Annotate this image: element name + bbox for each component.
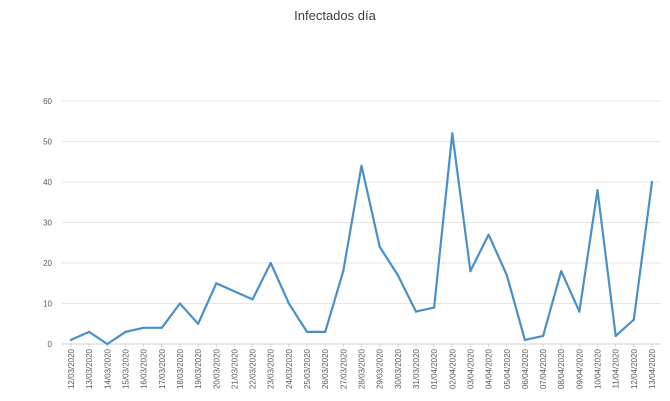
y-tick-label: 10 [43, 300, 52, 309]
x-tick-label: 12/04/2020 [630, 348, 639, 389]
data-point [287, 302, 290, 305]
x-tick-label: 27/03/2020 [339, 348, 348, 389]
data-point [614, 334, 617, 337]
y-tick-label: 0 [48, 340, 53, 349]
data-point [360, 164, 363, 167]
data-point [541, 334, 545, 337]
gridlines [62, 100, 661, 345]
data-point [596, 189, 599, 192]
x-tick-label: 06/04/2020 [521, 348, 530, 389]
x-tick-label: 30/03/2020 [394, 348, 403, 389]
data-point [69, 338, 73, 342]
x-tick-label: 04/04/2020 [485, 348, 494, 389]
y-axis-ticks: 0 10 20 30 40 50 60 [43, 97, 52, 349]
x-tick-label: 02/04/2020 [448, 348, 457, 389]
data-point [560, 270, 563, 273]
x-tick-label: 03/04/2020 [466, 348, 475, 389]
chart-title: Infectados día [294, 8, 376, 23]
x-tick-label: 13/04/2020 [648, 348, 657, 389]
x-tick-label: 23/03/2020 [267, 348, 276, 389]
data-point [451, 132, 454, 135]
data-point [88, 330, 91, 333]
x-tick-label: 17/03/2020 [158, 348, 167, 389]
x-tick-label: 12/03/2020 [67, 348, 76, 389]
x-tick-label: 19/03/2020 [194, 348, 203, 389]
data-point [632, 318, 635, 321]
x-tick-label: 29/03/2020 [376, 348, 385, 389]
data-point [487, 233, 490, 236]
data-point [106, 342, 109, 346]
x-tick-label: 01/04/2020 [430, 348, 439, 389]
data-point [215, 282, 218, 285]
data-point [251, 298, 254, 301]
x-tick-label: 28/03/2020 [358, 348, 367, 389]
x-tick-label: 31/03/2020 [412, 348, 421, 389]
x-tick-label: 22/03/2020 [249, 348, 258, 389]
x-tick-label: 11/04/2020 [612, 348, 621, 388]
x-tick-label: 21/03/2020 [230, 348, 239, 389]
data-point [396, 274, 399, 277]
x-tick-label: 05/04/2020 [503, 348, 512, 389]
x-tick-label: 26/03/2020 [321, 348, 330, 389]
data-point [523, 338, 527, 342]
x-tick-label: 16/03/2020 [140, 348, 149, 389]
y-tick-label: 60 [43, 97, 52, 106]
data-point [233, 290, 236, 293]
data-point [433, 306, 436, 309]
data-point [578, 310, 581, 313]
data-point [124, 330, 127, 333]
x-tick-label: 24/03/2020 [285, 348, 294, 389]
data-point [142, 326, 145, 329]
data-point [469, 270, 472, 273]
x-tick-label: 13/03/2020 [85, 348, 94, 389]
x-tick-label: 15/03/2020 [121, 348, 130, 389]
series-layer [69, 132, 654, 346]
x-axis-ticks: 12/03/2020 13/03/2020 14/03/2020 15/03/2020… [67, 344, 657, 389]
x-tick-label: 09/04/2020 [575, 348, 584, 389]
data-point [178, 302, 182, 305]
data-point [414, 310, 418, 313]
x-tick-label: 20/03/2020 [212, 348, 221, 389]
data-point [505, 274, 508, 277]
data-point [378, 245, 381, 248]
y-tick-label: 50 [43, 138, 52, 147]
data-point [269, 261, 272, 265]
y-tick-label: 20 [43, 259, 52, 268]
data-point [324, 330, 327, 333]
x-tick-label: 25/03/2020 [303, 348, 312, 389]
data-point [160, 326, 163, 329]
x-tick-label: 10/04/2020 [594, 348, 603, 389]
x-tick-label: 08/04/2020 [557, 348, 566, 389]
x-tick-label: 07/04/2020 [539, 348, 548, 389]
y-tick-label: 40 [43, 178, 52, 187]
data-point [650, 180, 654, 184]
data-point [305, 330, 309, 333]
y-tick-label: 30 [43, 219, 52, 228]
x-tick-label: 18/03/2020 [176, 348, 185, 389]
x-tick-label: 14/03/2020 [103, 348, 112, 389]
data-point [342, 270, 345, 273]
data-point [196, 322, 200, 325]
